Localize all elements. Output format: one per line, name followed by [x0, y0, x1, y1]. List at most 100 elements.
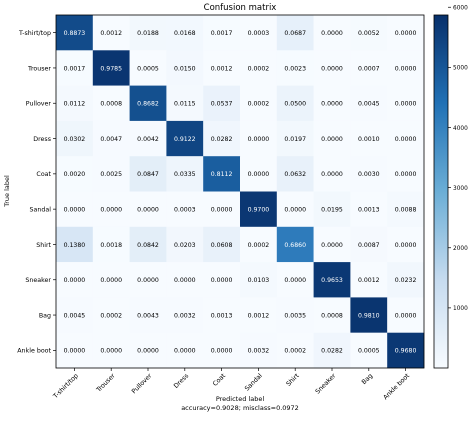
x-tick-label: Shirt [285, 372, 301, 388]
heatmap-cell [92, 262, 130, 298]
heatmap-cell [387, 297, 425, 333]
y-tick-label: Ankle boot [17, 348, 51, 355]
heatmap-cell [313, 120, 351, 157]
y-tick-label: Dress [33, 136, 51, 143]
heatmap-cell [313, 297, 351, 333]
cell-value-label: 0.0023 [284, 65, 306, 72]
accuracy-summary: accuracy=0.9028; misclass=0.0972 [181, 404, 299, 412]
cell-value-label: 0.0188 [137, 30, 159, 37]
x-tick-label: Trouser [95, 372, 117, 394]
cell-value-label: 0.0042 [137, 136, 159, 143]
heatmap-cell [203, 191, 241, 227]
cell-value-label: 0.0150 [174, 65, 196, 72]
cell-value-label: 0.0195 [321, 206, 343, 213]
cell-value-label: 0.9700 [248, 206, 270, 213]
cell-value-label: 0.9785 [100, 65, 122, 72]
heatmap-cell [166, 15, 204, 51]
heatmap-cell [92, 297, 130, 333]
heatmap-cell [240, 332, 277, 369]
heatmap-cell [276, 191, 314, 227]
heatmap-cell [166, 120, 204, 157]
y-axis-label: True label [3, 175, 11, 208]
heatmap-cell [129, 226, 167, 263]
cell-value-label: 0.0000 [174, 348, 196, 355]
heatmap-cell [129, 156, 167, 192]
cell-value-label: 0.0008 [100, 101, 122, 108]
heatmap-cell [56, 226, 93, 263]
heatmap-cell [56, 120, 93, 157]
cell-value-label: 0.0197 [284, 136, 306, 143]
cell-value-label: 0.0000 [395, 136, 417, 143]
cell-value-label: 0.9810 [358, 312, 380, 319]
cell-value-label: 0.0000 [211, 277, 233, 284]
colorbar-ticks: 1000 2000 3000 4000 5000 6000 [448, 6, 468, 312]
heatmap-cell [387, 262, 425, 298]
y-tick-label: Sandal [30, 206, 52, 213]
cell-value-label: 0.8682 [137, 101, 159, 108]
heatmap-cell [129, 297, 167, 333]
cell-value-label: 0.0000 [100, 277, 122, 284]
cell-value-label: 0.0000 [100, 206, 122, 213]
cell-value-label: 0.0017 [64, 65, 86, 72]
cell-value-label: 0.0000 [321, 65, 343, 72]
cell-value-label: 0.0005 [137, 65, 159, 72]
heatmap-cell [240, 120, 277, 157]
cell-value-label: 0.0687 [284, 30, 306, 37]
cell-value-label: 0.6860 [284, 242, 306, 249]
heatmap-cell [387, 332, 425, 369]
heatmap-cell [92, 120, 130, 157]
cell-value-label: 0.0168 [174, 30, 196, 37]
heatmap-cell [129, 85, 167, 122]
heatmap-cell [313, 262, 351, 298]
cell-value-label: 0.0608 [211, 242, 233, 249]
cell-value-label: 0.8873 [64, 30, 86, 37]
colorbar-tick-label: 1000 [453, 306, 468, 312]
cell-value-label: 0.0002 [248, 65, 270, 72]
heatmap-cell [350, 262, 388, 298]
colorbar-tick-label: 4000 [453, 126, 468, 132]
cell-value-label: 0.0005 [358, 348, 380, 355]
heatmap-cell [203, 50, 241, 86]
cell-value-label: 0.0302 [64, 136, 86, 143]
heatmap-cell [240, 297, 277, 333]
cell-value-label: 0.0017 [211, 30, 233, 37]
heatmap-cell [276, 85, 314, 122]
cell-value-label: 0.0000 [395, 171, 417, 178]
y-tick-label: Shirt [36, 242, 51, 249]
cell-value-label: 0.0000 [321, 171, 343, 178]
cell-value-label: 0.0842 [137, 242, 159, 249]
cell-value-label: 0.0000 [321, 136, 343, 143]
y-tick-label: Coat [36, 171, 51, 178]
cell-value-label: 0.0012 [248, 312, 270, 319]
y-tick-label: Sneaker [25, 277, 51, 284]
cell-value-label: 0.0013 [358, 206, 380, 213]
cell-value-label: 0.0847 [137, 171, 159, 178]
heatmap-cell [387, 226, 425, 263]
heatmap-cell [166, 262, 204, 298]
heatmap-cell [56, 262, 93, 298]
cell-value-label: 0.0000 [395, 30, 417, 37]
cell-value-label: 0.0012 [358, 277, 380, 284]
colorbar: 1000 2000 3000 4000 5000 6000 [433, 6, 468, 369]
heatmap-cell [92, 15, 130, 51]
heatmap-cell [166, 156, 204, 192]
heatmap-cell [56, 297, 93, 333]
y-tick-label: T-shirt/top [18, 30, 51, 37]
heatmap-cell [129, 191, 167, 227]
cell-value-label: 0.0000 [284, 206, 306, 213]
cell-value-label: 0.0000 [395, 312, 417, 319]
heatmap-cell [350, 297, 388, 333]
cell-value-label: 0.0088 [395, 206, 417, 213]
heatmap-cells: 0.8873 0.0012 0.0188 0.0168 0.0017 0.0003 0.06… [56, 15, 425, 369]
heatmap-cell [56, 191, 93, 227]
y-tick-label: Bag [39, 312, 51, 319]
heatmap-cell [350, 226, 388, 263]
x-tick-label: Bag [361, 372, 375, 386]
heatmap-cell [350, 191, 388, 227]
heatmap-cell [56, 15, 93, 51]
heatmap-cell [276, 15, 314, 51]
x-tick-label: Sandal [244, 372, 264, 392]
heatmap-cell [92, 156, 130, 192]
cell-value-label: 0.0045 [358, 101, 380, 108]
x-tick-label: Dress [173, 372, 191, 390]
